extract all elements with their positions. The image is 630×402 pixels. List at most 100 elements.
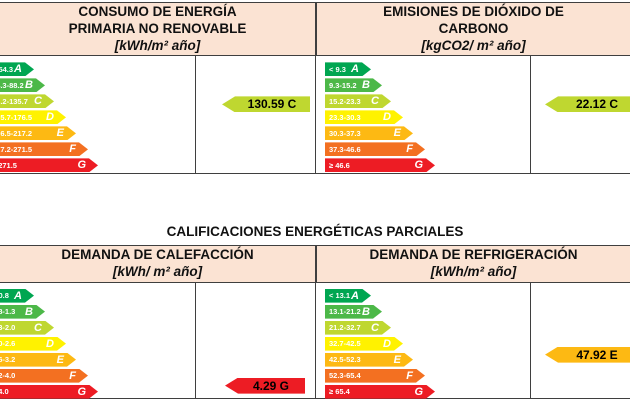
scale-range: < 13.1 xyxy=(329,291,351,301)
scale-letter: A xyxy=(351,63,359,76)
panel-title-line: EMISIONES DE DIÓXIDO DE xyxy=(383,4,564,19)
scale-range: ≥ 65.4 xyxy=(329,387,350,397)
scale-arrow-e: 42.5-52.3 E xyxy=(325,353,413,367)
scale-arrow-g: ≥ 4.0 G xyxy=(0,385,98,399)
scale-letter: D xyxy=(383,337,391,350)
scale-letter: E xyxy=(56,127,64,140)
value-label: 22.12 C xyxy=(575,97,619,112)
scale-letter: C xyxy=(34,95,42,108)
panel-title-line: PRIMARIA NO RENOVABLE xyxy=(68,20,247,36)
scale-arrow-e: 30.3-37.3 E xyxy=(325,126,413,140)
scale-arrow-g: ≥ 271.5 G xyxy=(0,158,98,172)
scale-arrow-c: 15.2-23.3 C xyxy=(325,94,391,108)
scale-range: ≥ 4.0 xyxy=(0,387,9,397)
panel-calefaccion-header: DEMANDA DE CALEFACCIÓN [kWh/ m² año] xyxy=(0,245,316,283)
panel-consumo-energia: CONSUMO DE ENERGÍA PRIMARIA NO RENOVABLE… xyxy=(0,2,316,175)
scale-range: ≥ 271.5 xyxy=(0,160,17,170)
scale-letter: A xyxy=(14,289,22,302)
panel-unit: [kWh/m² año] xyxy=(430,263,517,279)
scale-letter: C xyxy=(371,95,379,108)
scale-letter: D xyxy=(383,111,391,124)
scale-arrow-f: 3.2-4.0 F xyxy=(0,369,88,383)
panel-unit: [kWh/ m² año] xyxy=(112,263,203,279)
scale-arrow-g: ≥ 46.6 G xyxy=(325,158,435,172)
panel-title-line: CARBONO xyxy=(438,20,509,36)
scale-letter: E xyxy=(56,353,64,366)
scale-range: 88.2-135.7 xyxy=(0,96,28,106)
panel-unit: [kWh/m² año] xyxy=(114,37,201,53)
panel-emisiones-co2: EMISIONES DE DIÓXIDO DE CARBONO [kgCO2/ … xyxy=(316,2,630,175)
scale-letter: B xyxy=(362,305,370,318)
scale-letter: C xyxy=(371,321,379,334)
column-divider xyxy=(530,56,531,174)
scale-range: 2.0-2.6 xyxy=(0,339,16,349)
scale-range: 1.3-2.0 xyxy=(0,323,16,333)
scale-range: < 54.3 xyxy=(0,64,14,74)
scale-range: 52.3-65.4 xyxy=(329,371,361,381)
scale-letter: F xyxy=(406,143,413,156)
panel-demanda-refrigeracion: DEMANDA DE REFRIGERACIÓN [kWh/m² año] < … xyxy=(316,245,630,399)
scale-arrow-c: 21.2-32.7 C xyxy=(325,321,391,335)
column-divider xyxy=(530,282,531,398)
scale-range: 30.3-37.3 xyxy=(329,128,361,138)
panel-emisiones-header: EMISIONES DE DIÓXIDO DE CARBONO [kgCO2/ … xyxy=(316,2,630,57)
panel-title-line: DEMANDA DE REFRIGERACIÓN xyxy=(369,247,578,262)
scale-letter: D xyxy=(46,337,54,350)
scale-arrow-f: 52.3-65.4 F xyxy=(325,369,425,383)
panel-refrigeracion-body: < 13.1 A 13.1-21.2 B 21.2-32.7 C 32.7-42.5 D… xyxy=(316,282,630,399)
scale-range: 32.7-42.5 xyxy=(329,339,361,349)
panel-emisiones-body: < 9.3 A 9.3-15.2 B 15.2-23.3 C 23.3-30.3 D 3… xyxy=(316,56,630,175)
scale-letter: D xyxy=(46,111,54,124)
scale-arrow-f: 37.3-46.6 F xyxy=(325,142,425,156)
panel-demanda-calefaccion: DEMANDA DE CALEFACCIÓN [kWh/ m² año] < 0… xyxy=(0,245,316,399)
value-arrow-refrigeracion: 47.92 E xyxy=(545,346,630,363)
scale-arrow-b: 54.3-88.2B xyxy=(0,78,45,92)
scale-letter: G xyxy=(414,159,423,172)
scale-letter: C xyxy=(34,321,42,334)
scale-arrow-d: 2.0-2.6 D xyxy=(0,337,66,351)
scale-arrow-d: 23.3-30.3 D xyxy=(325,110,403,124)
scale-letter: G xyxy=(77,159,86,172)
scale-range: 21.2-32.7 xyxy=(329,323,361,333)
scale-range: 54.3-88.2 xyxy=(0,80,24,90)
scale-arrow-b: 13.1-21.2 B xyxy=(325,305,382,319)
scale-range: 0.8-1.3 xyxy=(0,307,16,317)
value-label: 47.92 E xyxy=(576,347,618,362)
scale-letter: B xyxy=(25,305,33,318)
panel-unit: [kgCO2/ m² año] xyxy=(421,37,526,53)
scale-range: 176.5-217.2 xyxy=(0,128,33,138)
scale-range: ≥ 46.6 xyxy=(329,160,350,170)
scale-range: < 9.3 xyxy=(329,64,346,74)
scale-range: 42.5-52.3 xyxy=(329,355,361,365)
scale-letter: G xyxy=(414,385,423,398)
scale-range: 135.7-176.5 xyxy=(0,112,33,122)
scale-letter: F xyxy=(406,369,413,382)
scale-arrow-g: ≥ 65.4 G xyxy=(325,385,435,399)
scale-letter: F xyxy=(69,143,76,156)
scale-letter: B xyxy=(25,79,33,92)
panel-title-line: DEMANDA DE CALEFACCIÓN xyxy=(61,247,254,262)
scale-arrow-f: 217.2-271.5 F xyxy=(0,142,88,156)
panel-calefaccion-body: < 0.8 A 0.8-1.3 B 1.3-2.0 C 2.0-2.6 D 2.6-3.… xyxy=(0,282,316,399)
scale-arrow-d: 32.7-42.5 D xyxy=(325,337,403,351)
scale-range: 23.3-30.3 xyxy=(329,112,361,122)
scale-range: < 0.8 xyxy=(0,291,9,301)
scale-arrow-a: < 0.8 A xyxy=(0,289,34,303)
scale-letter: A xyxy=(14,63,22,76)
scale-arrow-a: < 13.1 A xyxy=(325,289,371,303)
scale-letter: A xyxy=(351,289,359,302)
panel-title-line: CONSUMO DE ENERGÍA xyxy=(78,4,237,19)
column-divider xyxy=(195,282,196,398)
scale-letter: G xyxy=(77,385,86,398)
scale-arrow-c: 1.3-2.0 C xyxy=(0,321,54,335)
scale-letter: B xyxy=(362,79,370,92)
value-arrow-calefaccion: 4.29 G xyxy=(225,377,305,394)
scale-range: 9.3-15.2 xyxy=(329,80,357,90)
panel-refrigeracion-header: DEMANDA DE REFRIGERACIÓN [kWh/m² año] xyxy=(316,245,630,283)
scale-arrow-b: 9.3-15.2 B xyxy=(325,78,382,92)
scale-arrow-c: 88.2-135.7 C xyxy=(0,94,54,108)
scale-letter: F xyxy=(69,369,76,382)
panel-consumo-header: CONSUMO DE ENERGÍA PRIMARIA NO RENOVABLE… xyxy=(0,2,316,57)
section-title: CALIFICACIONES ENERGÉTICAS PARCIALES xyxy=(166,224,464,239)
